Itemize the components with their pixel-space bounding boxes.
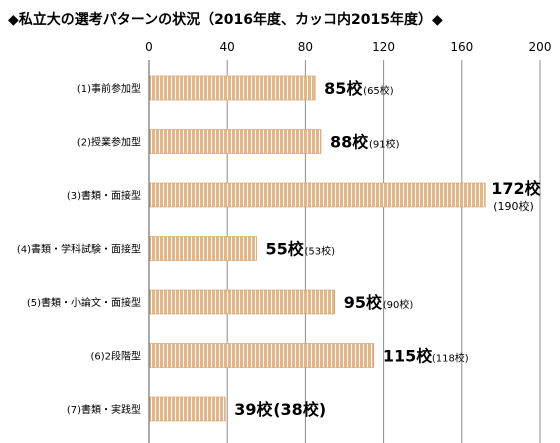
x-tick-label: 120 bbox=[372, 40, 395, 54]
prev-value-label: (118校) bbox=[432, 352, 469, 365]
bar bbox=[149, 236, 257, 261]
prev-value-label: (65校) bbox=[363, 84, 394, 97]
bars bbox=[149, 75, 486, 422]
x-tick-label: 40 bbox=[220, 40, 235, 54]
value-label: 88校 bbox=[330, 133, 369, 152]
category-label: (1)事前参加型 bbox=[77, 82, 141, 95]
prev-value-label: (53校) bbox=[305, 245, 336, 258]
value-labels: 85校 (65校) 88校 (91校) 172校(190校) 55校 (53校) 95校 (90… bbox=[234, 79, 541, 419]
x-tick-label: 160 bbox=[450, 40, 473, 54]
bar bbox=[149, 129, 322, 154]
category-label: (5)書類・小論文・面接型 bbox=[27, 296, 141, 309]
bar bbox=[149, 396, 226, 422]
prev-value-label: (90校) bbox=[383, 298, 414, 311]
bar bbox=[149, 289, 336, 315]
category-label: (3)書類・面接型 bbox=[67, 189, 141, 202]
prev-value-label: (91校) bbox=[369, 138, 400, 151]
category-label: (4)書類・学科試験・面接型 bbox=[17, 243, 141, 256]
category-label: (2)授業参加型 bbox=[77, 136, 141, 149]
x-tick-label: 80 bbox=[298, 40, 313, 54]
category-label: (7)書類・実践型 bbox=[67, 403, 141, 416]
x-tick-label: 200 bbox=[529, 40, 552, 54]
x-tick-label: 0 bbox=[145, 40, 153, 54]
bar bbox=[149, 75, 316, 101]
chart-title: ◆私立大の選考パターンの状況（2016年度、カッコ内2015年度）◆ bbox=[8, 11, 443, 28]
value-label: 39校 bbox=[234, 400, 273, 419]
value-label: 55校 bbox=[266, 240, 305, 259]
bar bbox=[149, 182, 486, 208]
value-label: 95校 bbox=[344, 293, 383, 312]
category-label: (6)2段階型 bbox=[90, 350, 141, 363]
value-label: 115校 bbox=[383, 347, 433, 366]
gridlines bbox=[148, 60, 541, 443]
prev-value-label: (38校) bbox=[273, 400, 326, 419]
value-label: 172校 bbox=[491, 179, 541, 198]
bar bbox=[149, 343, 375, 368]
x-axis-ticks: 0 40 80 120 160 200 bbox=[145, 40, 551, 54]
value-label: 85校 bbox=[324, 79, 363, 98]
prev-value-label: (190校) bbox=[493, 199, 534, 213]
category-labels: (1)事前参加型 (2)授業参加型 (3)書類・面接型 (4)書類・学科試験・面接型 (… bbox=[17, 82, 141, 416]
